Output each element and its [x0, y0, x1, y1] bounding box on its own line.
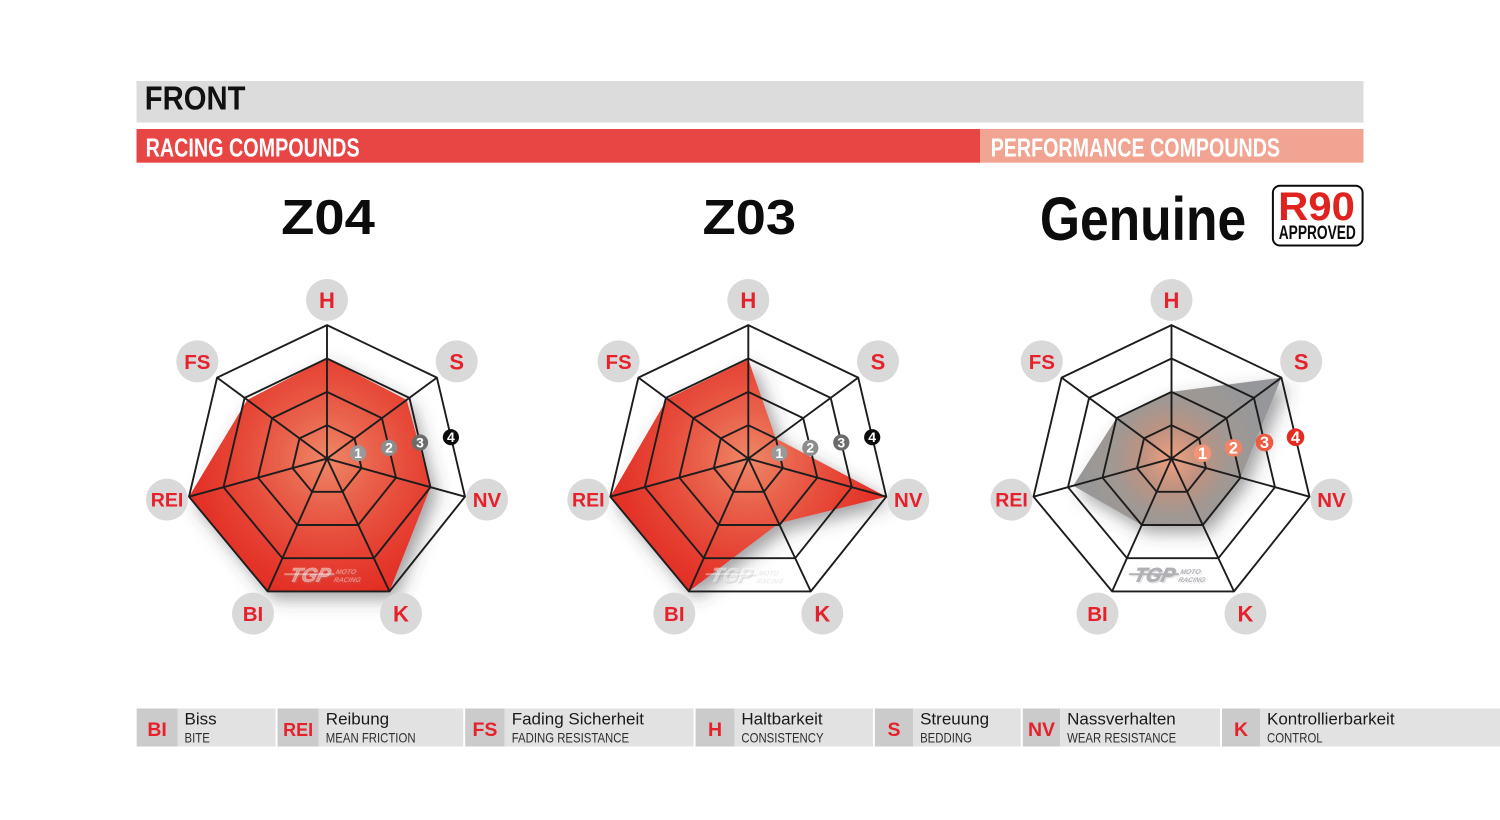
- svg-text:REI: REI: [283, 720, 313, 740]
- svg-text:1: 1: [1198, 445, 1207, 463]
- svg-text:RACING: RACING: [754, 577, 783, 584]
- svg-text:TGP: TGP: [709, 565, 755, 587]
- svg-text:Z03: Z03: [702, 189, 796, 244]
- svg-text:3: 3: [416, 434, 424, 450]
- svg-text:Genuine: Genuine: [1040, 186, 1246, 254]
- svg-text:BI: BI: [664, 603, 685, 626]
- svg-text:NV: NV: [1028, 719, 1055, 741]
- svg-text:RACING: RACING: [1177, 577, 1206, 584]
- svg-text:FS: FS: [605, 351, 631, 374]
- svg-text:BI: BI: [1087, 603, 1108, 626]
- svg-text:REI: REI: [151, 490, 184, 512]
- svg-text:CONSISTENCY: CONSISTENCY: [741, 729, 824, 745]
- svg-text:FRONT: FRONT: [145, 80, 246, 117]
- svg-text:BEDDING: BEDDING: [920, 729, 972, 745]
- svg-text:FS: FS: [1029, 351, 1055, 374]
- svg-text:Streuung: Streuung: [920, 710, 989, 729]
- svg-text:RACING: RACING: [333, 577, 362, 584]
- svg-text:4: 4: [868, 429, 876, 445]
- svg-text:Reibung: Reibung: [326, 710, 389, 729]
- svg-text:Z04: Z04: [281, 189, 375, 244]
- svg-text:RACING: RACING: [1179, 578, 1208, 585]
- svg-text:TGP: TGP: [1133, 566, 1179, 588]
- svg-text:TGP: TGP: [710, 566, 756, 588]
- svg-text:TGP: TGP: [287, 565, 333, 587]
- svg-text:Biss: Biss: [185, 710, 217, 729]
- svg-text:FADING RESISTANCE: FADING RESISTANCE: [512, 729, 629, 745]
- svg-text:NV: NV: [894, 489, 923, 512]
- svg-text:3: 3: [1260, 434, 1269, 452]
- svg-text:BITE: BITE: [185, 729, 210, 745]
- svg-text:1: 1: [775, 445, 783, 461]
- svg-text:CONTROL: CONTROL: [1267, 729, 1323, 745]
- svg-text:K: K: [1234, 719, 1248, 741]
- svg-text:H: H: [740, 288, 756, 313]
- svg-text:S: S: [887, 719, 900, 741]
- svg-text:APPROVED: APPROVED: [1279, 222, 1356, 244]
- svg-text:NV: NV: [473, 489, 502, 512]
- svg-text:4: 4: [1291, 429, 1301, 447]
- svg-text:MOTO: MOTO: [1179, 569, 1202, 576]
- svg-text:K: K: [814, 602, 830, 627]
- svg-text:2: 2: [1229, 440, 1238, 458]
- svg-text:MOTO: MOTO: [336, 570, 359, 577]
- svg-text:FS: FS: [472, 719, 497, 741]
- svg-text:BI: BI: [147, 719, 167, 741]
- svg-text:TGP: TGP: [1132, 565, 1178, 587]
- svg-text:PERFORMANCE COMPOUNDS: PERFORMANCE COMPOUNDS: [991, 133, 1280, 162]
- svg-text:3: 3: [837, 434, 845, 450]
- svg-text:2: 2: [385, 440, 393, 456]
- svg-text:REI: REI: [572, 490, 605, 512]
- svg-text:MOTO: MOTO: [756, 569, 779, 576]
- svg-text:S: S: [1294, 349, 1309, 374]
- svg-text:WEAR RESISTANCE: WEAR RESISTANCE: [1067, 729, 1176, 745]
- svg-text:RACING: RACING: [334, 578, 363, 585]
- svg-text:MOTO: MOTO: [757, 570, 780, 577]
- svg-text:BI: BI: [243, 603, 264, 626]
- svg-text:H: H: [319, 288, 335, 313]
- svg-text:MOTO: MOTO: [335, 569, 358, 576]
- svg-text:RACING: RACING: [755, 578, 784, 585]
- svg-text:H: H: [708, 719, 722, 741]
- svg-text:K: K: [1238, 602, 1254, 627]
- svg-text:Nassverhalten: Nassverhalten: [1067, 710, 1176, 729]
- svg-text:4: 4: [447, 429, 455, 445]
- svg-text:H: H: [1164, 288, 1180, 313]
- svg-text:Haltbarkeit: Haltbarkeit: [741, 710, 823, 729]
- svg-text:Fading Sicherheit: Fading Sicherheit: [512, 710, 645, 729]
- svg-text:S: S: [449, 349, 464, 374]
- svg-text:REI: REI: [995, 490, 1028, 512]
- svg-text:1: 1: [354, 445, 362, 461]
- svg-text:RACING COMPOUNDS: RACING COMPOUNDS: [146, 133, 360, 162]
- svg-text:K: K: [393, 602, 409, 627]
- svg-text:FS: FS: [184, 351, 210, 374]
- svg-text:R90: R90: [1278, 184, 1355, 229]
- svg-text:Kontrollierbarkeit: Kontrollierbarkeit: [1267, 710, 1395, 729]
- svg-text:2: 2: [806, 440, 814, 456]
- svg-text:TGP: TGP: [289, 566, 335, 588]
- svg-text:S: S: [871, 349, 886, 374]
- svg-text:MEAN FRICTION: MEAN FRICTION: [326, 729, 416, 745]
- svg-text:NV: NV: [1317, 489, 1346, 512]
- svg-text:MOTO: MOTO: [1181, 570, 1204, 577]
